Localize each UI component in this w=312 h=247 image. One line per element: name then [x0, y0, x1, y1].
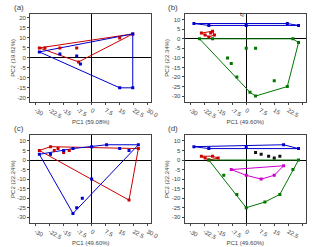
svg-text:20: 20	[19, 15, 26, 21]
svg-text:-22.5: -22.5	[48, 107, 63, 119]
svg-text:-7.5: -7.5	[76, 107, 89, 118]
svg-text:-20: -20	[17, 95, 26, 101]
svg-text:-30: -30	[188, 228, 199, 238]
svg-text:10: 10	[174, 17, 181, 23]
svg-text:15: 15	[19, 25, 26, 31]
svg-text:5: 5	[177, 26, 181, 32]
svg-text:22.5: 22.5	[286, 107, 300, 118]
svg-text:30.0: 30.0	[146, 107, 160, 118]
svg-text:-5: -5	[175, 167, 181, 173]
svg-text:-25: -25	[172, 84, 181, 90]
svg-text:PC2 (22.34%): PC2 (22.34%)	[164, 39, 170, 77]
svg-text:0: 0	[244, 107, 250, 114]
svg-text:-10: -10	[172, 176, 181, 182]
svg-text:-15: -15	[62, 107, 73, 117]
svg-text:5: 5	[23, 148, 27, 154]
svg-text:5: 5	[23, 45, 27, 51]
svg-text:-15: -15	[62, 228, 73, 238]
svg-text:-10: -10	[172, 55, 181, 61]
svg-text:5: 5	[177, 148, 181, 154]
svg-text:(c): (c)	[14, 124, 24, 133]
svg-text:15: 15	[272, 228, 281, 237]
svg-text:-22.5: -22.5	[202, 107, 217, 119]
svg-text:-20: -20	[172, 195, 181, 201]
svg-text:7.5: 7.5	[104, 228, 115, 238]
svg-text:-15: -15	[172, 186, 181, 192]
svg-text:0: 0	[90, 107, 96, 114]
svg-text:(d): (d)	[168, 124, 178, 133]
svg-text:PC1 (49.60%): PC1 (49.60%)	[72, 240, 110, 246]
svg-text:-20: -20	[17, 195, 26, 201]
svg-text:PC1 (49.60%): PC1 (49.60%)	[226, 119, 264, 125]
svg-text:-7.5: -7.5	[76, 228, 89, 239]
svg-text:-15: -15	[172, 65, 181, 71]
svg-text:-30: -30	[172, 214, 181, 220]
svg-text:-30: -30	[34, 228, 45, 238]
svg-text:-10: -10	[17, 75, 26, 81]
svg-text:-20: -20	[172, 74, 181, 80]
svg-text:10: 10	[19, 138, 26, 144]
svg-text:0: 0	[23, 157, 27, 163]
svg-text:7.5: 7.5	[258, 228, 269, 238]
svg-text:-30: -30	[172, 93, 181, 99]
svg-text:-7.5: -7.5	[230, 107, 243, 118]
svg-text:-5: -5	[21, 167, 27, 173]
svg-text:-30: -30	[34, 107, 45, 117]
svg-text:-15: -15	[17, 186, 26, 192]
svg-text:0: 0	[23, 55, 27, 61]
svg-text:PC1 (59.08%): PC1 (59.08%)	[72, 119, 110, 125]
svg-text:-7.5: -7.5	[230, 228, 243, 239]
svg-text:t₀: t₀	[240, 11, 245, 17]
svg-text:-15: -15	[17, 85, 26, 91]
svg-text:(a): (a)	[14, 3, 24, 12]
svg-text:7.5: 7.5	[258, 107, 269, 117]
svg-text:PC2 (19.82%): PC2 (19.82%)	[10, 39, 16, 77]
svg-text:PC2 (22.24%): PC2 (22.24%)	[164, 160, 170, 198]
svg-text:-5: -5	[175, 45, 181, 51]
svg-text:15: 15	[118, 228, 127, 237]
svg-text:-25: -25	[17, 205, 26, 211]
svg-text:-22.5: -22.5	[202, 228, 217, 240]
svg-text:PC2 (22.24%): PC2 (22.24%)	[10, 160, 16, 198]
svg-text:-22.5: -22.5	[48, 228, 63, 240]
svg-text:22.5: 22.5	[286, 228, 300, 239]
svg-text:0: 0	[177, 36, 181, 42]
svg-text:30.0: 30.0	[146, 228, 160, 239]
svg-text:-30: -30	[188, 107, 199, 117]
svg-text:-30: -30	[17, 214, 26, 220]
svg-text:(b): (b)	[168, 3, 178, 12]
svg-text:10: 10	[19, 35, 26, 41]
svg-text:-15: -15	[216, 107, 227, 117]
svg-text:22.5: 22.5	[132, 107, 146, 118]
svg-text:-10: -10	[17, 176, 26, 182]
svg-text:15: 15	[272, 107, 281, 116]
svg-text:PC1 (49.60%): PC1 (49.60%)	[226, 240, 264, 246]
svg-text:0: 0	[244, 228, 250, 235]
svg-text:15: 15	[118, 107, 127, 116]
svg-text:10: 10	[174, 138, 181, 144]
svg-text:0: 0	[90, 228, 96, 235]
svg-text:0: 0	[177, 157, 181, 163]
svg-text:22.5: 22.5	[132, 228, 146, 239]
svg-text:-5: -5	[21, 65, 27, 71]
svg-text:-15: -15	[216, 228, 227, 238]
svg-text:-25: -25	[172, 205, 181, 211]
svg-text:7.5: 7.5	[104, 107, 115, 117]
